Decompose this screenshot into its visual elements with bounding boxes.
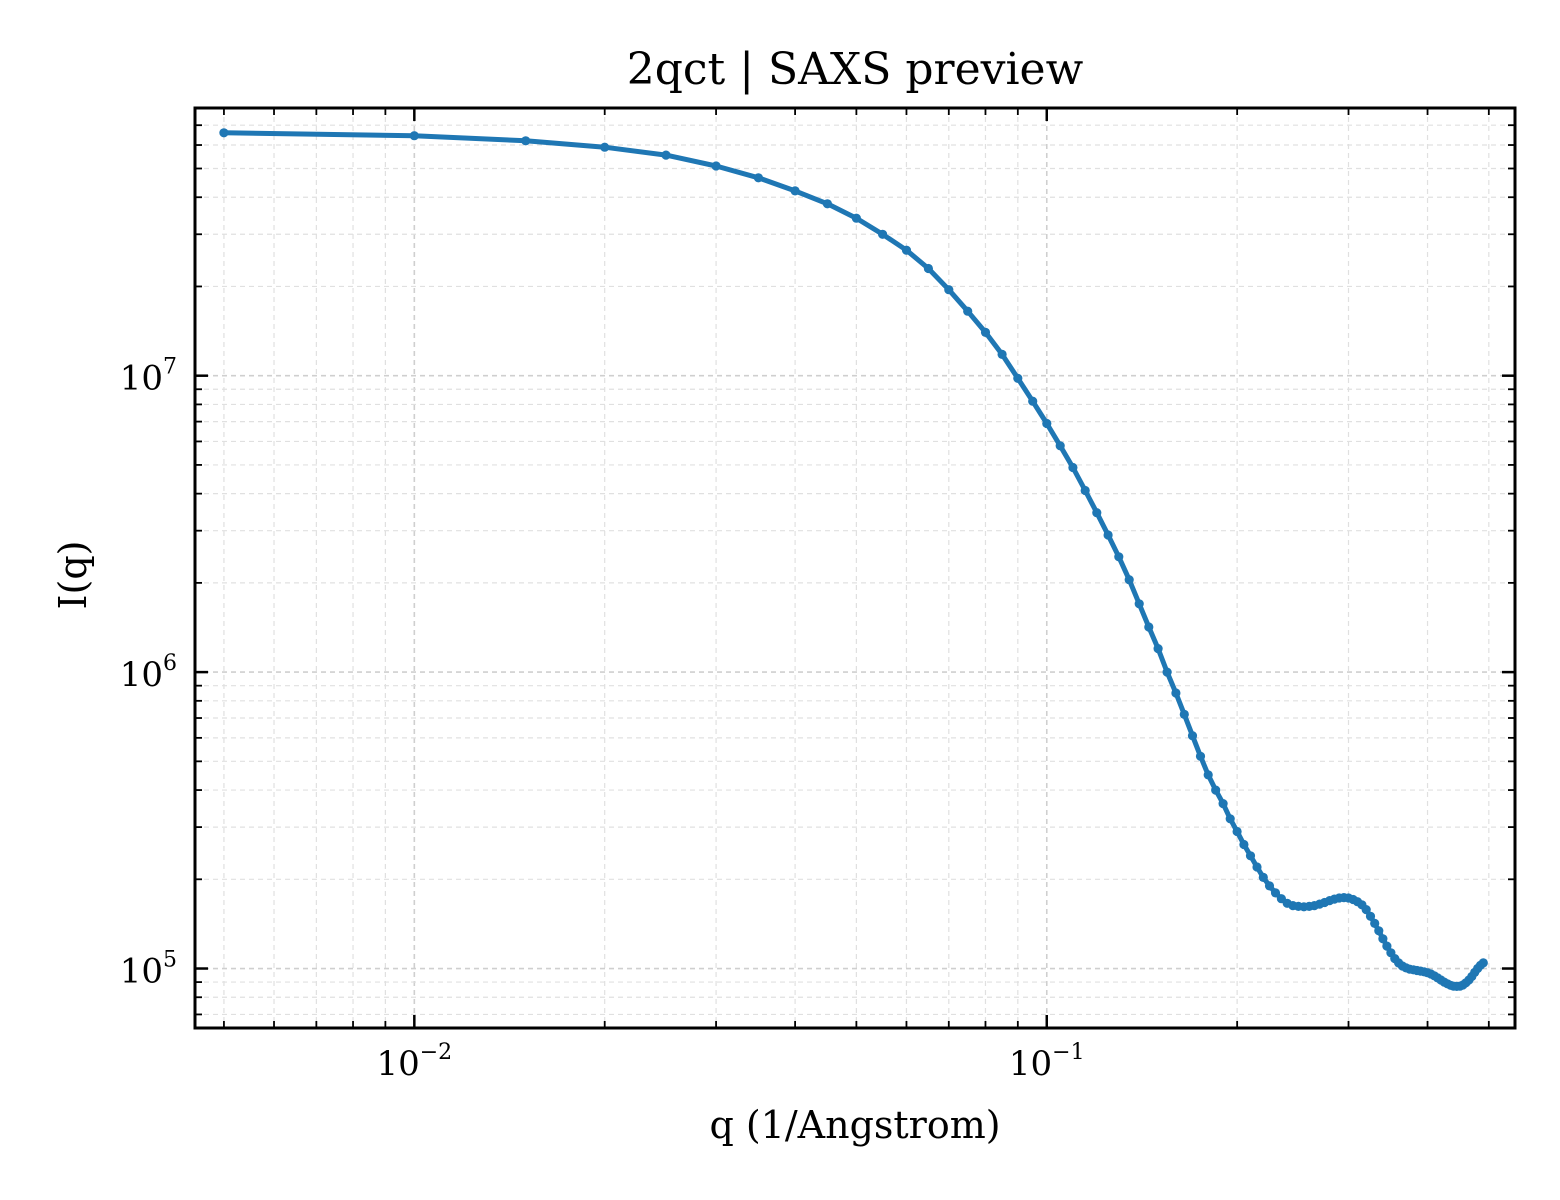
- data-point: [1245, 851, 1256, 861]
- chart-title: 2qct | SAXS preview: [627, 44, 1084, 95]
- data-point: [790, 186, 800, 196]
- data-point: [1239, 839, 1249, 850]
- data-point: [1144, 622, 1154, 632]
- data-point: [1171, 688, 1181, 698]
- plot-frame: [193, 106, 1517, 1030]
- x-tick-label: 10−1: [1009, 1040, 1085, 1084]
- data-series: [219, 128, 1488, 992]
- data-point: [963, 306, 973, 316]
- data-point: [944, 285, 954, 295]
- data-point: [1225, 814, 1235, 824]
- data-point: [1478, 958, 1488, 968]
- y-tick-label: 105: [120, 948, 177, 992]
- data-point: [980, 327, 991, 337]
- data-point: [1365, 911, 1376, 921]
- y-tick-label: 107: [120, 355, 177, 399]
- data-point: [1134, 599, 1144, 609]
- data-point: [1361, 905, 1371, 915]
- data-point: [1203, 770, 1213, 780]
- data-point: [1252, 862, 1262, 872]
- data-point: [1218, 799, 1228, 809]
- data-point: [1232, 826, 1242, 837]
- data-point: [1258, 872, 1268, 883]
- data-point: [711, 161, 721, 171]
- x-tick-label: 10−2: [376, 1040, 452, 1084]
- data-point: [822, 199, 833, 209]
- data-point: [521, 136, 531, 146]
- data-point: [1162, 667, 1172, 677]
- data-point: [1270, 888, 1281, 898]
- data-point: [1028, 396, 1038, 406]
- data-point: [1179, 709, 1189, 720]
- data-point: [1080, 485, 1090, 496]
- data-point: [1114, 552, 1124, 562]
- data-point: [1195, 751, 1206, 761]
- data-point: [1211, 785, 1221, 795]
- data-point: [1187, 731, 1198, 741]
- data-point: [901, 245, 912, 255]
- axis-ticks: 10−2 10−1 105 106 107: [120, 107, 1515, 1084]
- data-point: [1153, 644, 1163, 654]
- data-point: [851, 213, 862, 223]
- data-point: [1103, 530, 1113, 540]
- data-point: [923, 263, 934, 274]
- data-point: [1042, 418, 1052, 429]
- data-point: [753, 173, 764, 183]
- data-point: [219, 128, 229, 138]
- x-axis-label: q (1/Angstrom): [709, 1103, 1000, 1147]
- y-tick-label: 106: [120, 651, 177, 695]
- grid-lines: [195, 107, 1515, 1028]
- y-axis-label: I(q): [51, 541, 95, 610]
- data-point: [1124, 575, 1134, 585]
- data-point: [1092, 508, 1102, 518]
- data-point: [1382, 941, 1392, 951]
- data-point: [600, 142, 610, 152]
- data-point: [997, 349, 1007, 359]
- data-point: [1055, 441, 1065, 451]
- data-point: [1013, 373, 1023, 383]
- data-point: [1374, 926, 1384, 936]
- data-point: [409, 131, 419, 141]
- data-point: [1378, 934, 1388, 944]
- data-point: [1068, 462, 1078, 473]
- data-point: [878, 229, 888, 239]
- data-point: [1264, 881, 1275, 891]
- data-point: [661, 150, 671, 160]
- data-point: [1370, 918, 1380, 929]
